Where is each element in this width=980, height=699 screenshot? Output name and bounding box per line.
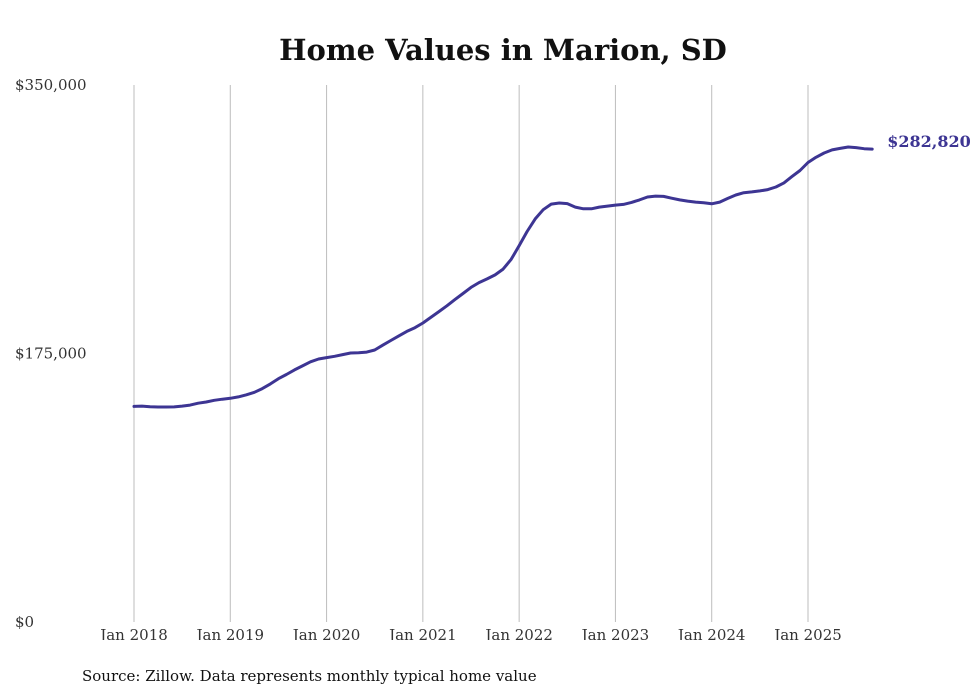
end-value-label: $282,820	[887, 132, 971, 151]
source-note: Source: Zillow. Data represents monthly …	[82, 667, 537, 685]
y-tick-label: $0	[15, 613, 34, 631]
x-tick-label: Jan 2020	[291, 626, 361, 640]
y-axis: $0 $175,000 $350,000	[15, 76, 87, 631]
x-axis: Jan 2018 Jan 2019 Jan 2020 Jan 2021 Jan 2022…	[98, 626, 842, 640]
series-layer: $282,820	[132, 132, 971, 409]
chart-canvas: Home Values in Marion, SD $0 $175,000 $350…	[15, 33, 971, 640]
x-tick-label: Jan 2025	[772, 626, 842, 640]
x-tick-label: Jan 2021	[387, 626, 457, 640]
x-tick-label: Jan 2018	[98, 626, 168, 640]
y-tick-label: $350,000	[15, 76, 87, 94]
x-tick-label: Jan 2022	[483, 626, 553, 640]
x-tick-label: Jan 2024	[676, 626, 746, 640]
series-line	[132, 145, 874, 409]
x-tick-label: Jan 2019	[195, 626, 265, 640]
y-tick-label: $175,000	[15, 345, 87, 363]
grid	[133, 85, 809, 622]
chart-title: Home Values in Marion, SD	[279, 33, 727, 67]
x-tick-label: Jan 2023	[580, 626, 650, 640]
